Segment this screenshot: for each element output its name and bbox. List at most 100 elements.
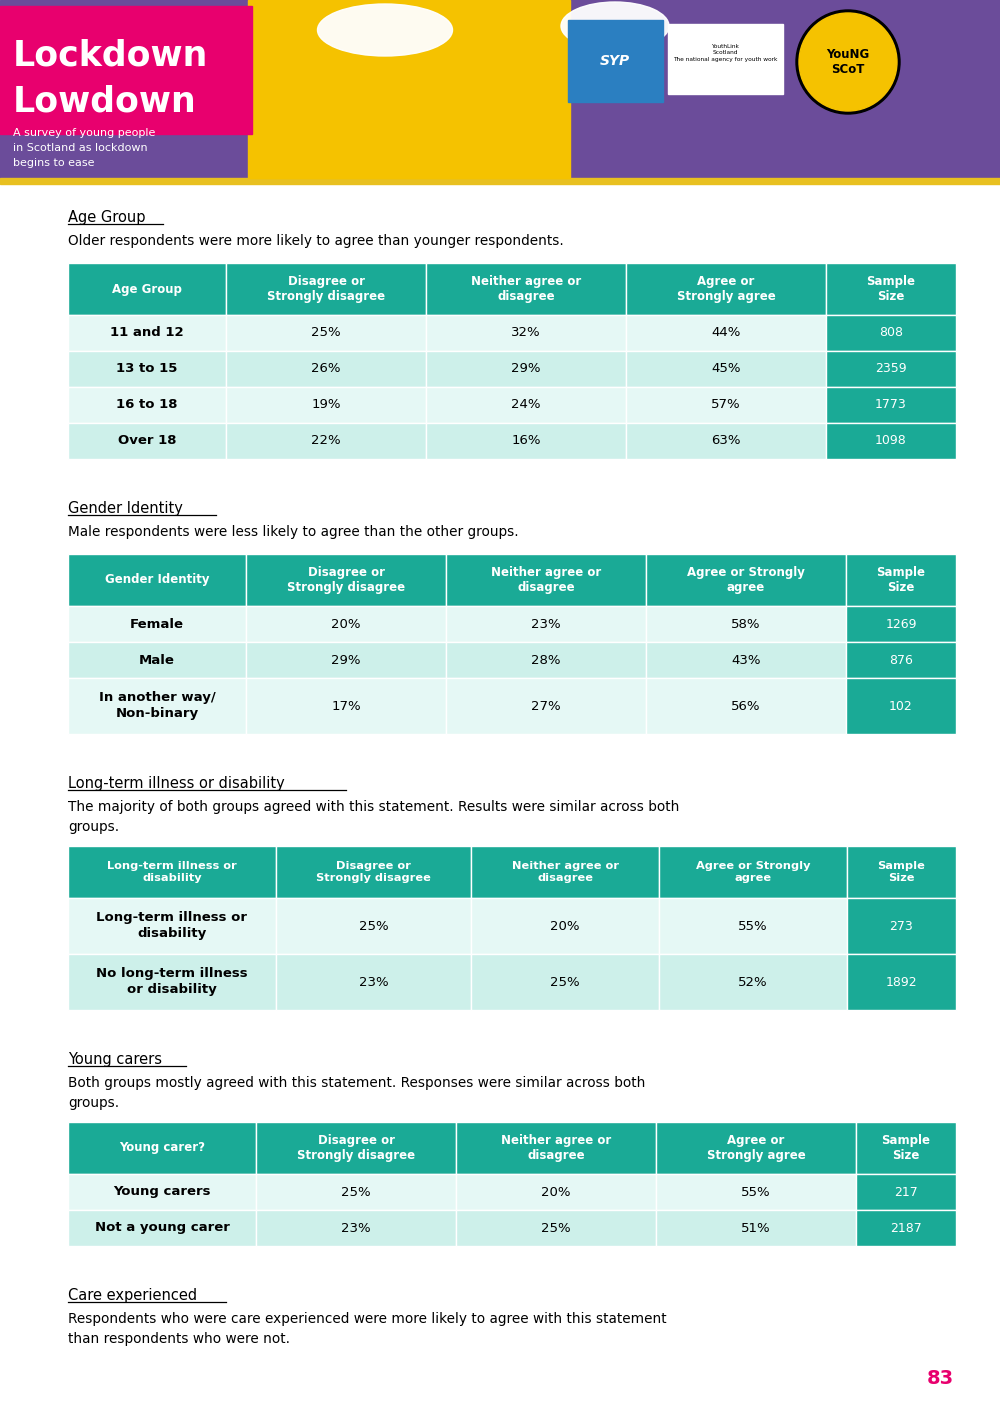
Text: 23%: 23% (341, 1222, 371, 1234)
Bar (826, 387, 956, 423)
Text: Young carers: Young carers (68, 1052, 162, 1068)
Bar (276, 846, 471, 898)
Text: Male: Male (139, 653, 175, 666)
Text: Older respondents were more likely to agree than younger respondents.: Older respondents were more likely to ag… (68, 233, 564, 247)
Text: In another way/
Non-binary: In another way/ Non-binary (99, 691, 215, 721)
Text: 102: 102 (889, 700, 913, 713)
Text: Agree or Strongly
agree: Agree or Strongly agree (687, 566, 805, 594)
Bar (426, 263, 626, 315)
Bar (626, 263, 826, 315)
Text: 1773: 1773 (875, 399, 907, 411)
Text: A survey of young people
in Scotland as lockdown
begins to ease: A survey of young people in Scotland as … (13, 129, 155, 168)
Text: Sample
Size: Sample Size (866, 274, 916, 303)
Bar (246, 607, 446, 642)
Bar (446, 607, 646, 642)
Bar (0, 178, 1000, 184)
Text: 19%: 19% (311, 399, 341, 411)
Bar (68, 1174, 256, 1210)
Text: Over 18: Over 18 (118, 434, 176, 447)
Text: Young carer?: Young carer? (119, 1141, 205, 1154)
Text: 45%: 45% (711, 362, 741, 376)
Text: 63%: 63% (711, 434, 741, 447)
Text: 29%: 29% (331, 653, 361, 666)
Text: SYP: SYP (600, 54, 630, 68)
Text: 16%: 16% (511, 434, 541, 447)
Bar (256, 1174, 456, 1210)
Text: Neither agree or
disagree: Neither agree or disagree (471, 274, 581, 303)
Text: No long-term illness
or disability: No long-term illness or disability (96, 967, 248, 997)
Ellipse shape (561, 1, 669, 49)
Bar (68, 263, 226, 315)
Bar (446, 677, 646, 734)
Bar (68, 315, 226, 351)
Text: Long-term illness or
disability: Long-term illness or disability (107, 861, 237, 882)
Bar (226, 423, 426, 460)
Bar (68, 898, 276, 954)
Text: Disagree or
Strongly disagree: Disagree or Strongly disagree (267, 274, 385, 303)
Polygon shape (248, 0, 570, 178)
Text: Neither agree or
disagree: Neither agree or disagree (512, 861, 618, 882)
Bar (426, 315, 626, 351)
Circle shape (796, 10, 900, 115)
Bar (68, 554, 246, 607)
Bar (246, 642, 446, 677)
Text: 25%: 25% (550, 976, 580, 988)
Bar (68, 607, 246, 642)
Bar (568, 20, 663, 102)
Text: 273: 273 (890, 919, 913, 932)
Bar (826, 263, 956, 315)
Text: 25%: 25% (311, 327, 341, 339)
Text: 43%: 43% (731, 653, 761, 666)
Bar (456, 1210, 656, 1246)
Text: 1892: 1892 (886, 976, 917, 988)
Text: 1098: 1098 (875, 434, 907, 447)
Text: 20%: 20% (550, 919, 580, 932)
Text: 1269: 1269 (885, 618, 917, 631)
Bar (246, 677, 446, 734)
Bar (276, 898, 471, 954)
Text: 808: 808 (879, 327, 903, 339)
Bar (646, 554, 846, 607)
Bar (226, 315, 426, 351)
Text: Disagree or
Strongly disagree: Disagree or Strongly disagree (297, 1134, 415, 1162)
Text: Sample
Size: Sample Size (882, 1134, 930, 1162)
Bar (276, 954, 471, 1010)
Text: Agree or Strongly
agree: Agree or Strongly agree (696, 861, 810, 882)
Bar (226, 263, 426, 315)
Bar (226, 387, 426, 423)
Text: 44%: 44% (711, 327, 741, 339)
Bar (446, 554, 646, 607)
Text: 32%: 32% (511, 327, 541, 339)
Text: 23%: 23% (359, 976, 388, 988)
Text: Neither agree or
disagree: Neither agree or disagree (491, 566, 601, 594)
Bar (456, 1121, 656, 1174)
Text: 25%: 25% (359, 919, 388, 932)
Text: 20%: 20% (331, 618, 361, 631)
Bar (426, 351, 626, 387)
Text: 55%: 55% (741, 1185, 771, 1199)
Bar (68, 642, 246, 677)
Text: 25%: 25% (341, 1185, 371, 1199)
Bar (846, 554, 956, 607)
Bar (659, 898, 847, 954)
Bar (426, 387, 626, 423)
Bar (846, 677, 956, 734)
Bar (656, 1210, 856, 1246)
Bar (471, 898, 659, 954)
Bar (856, 1174, 956, 1210)
Bar (471, 954, 659, 1010)
Bar (226, 351, 426, 387)
Text: 58%: 58% (731, 618, 761, 631)
Bar (246, 554, 446, 607)
Text: 876: 876 (889, 653, 913, 666)
Bar (456, 1174, 656, 1210)
Text: Respondents who were care experienced were more likely to agree with this statem: Respondents who were care experienced we… (68, 1312, 667, 1346)
Bar (68, 351, 226, 387)
Bar (646, 607, 846, 642)
Text: 52%: 52% (738, 976, 768, 988)
Text: 29%: 29% (511, 362, 541, 376)
Bar (68, 954, 276, 1010)
Bar (826, 351, 956, 387)
Text: Gender Identity: Gender Identity (105, 574, 209, 587)
Text: 16 to 18: 16 to 18 (116, 399, 178, 411)
